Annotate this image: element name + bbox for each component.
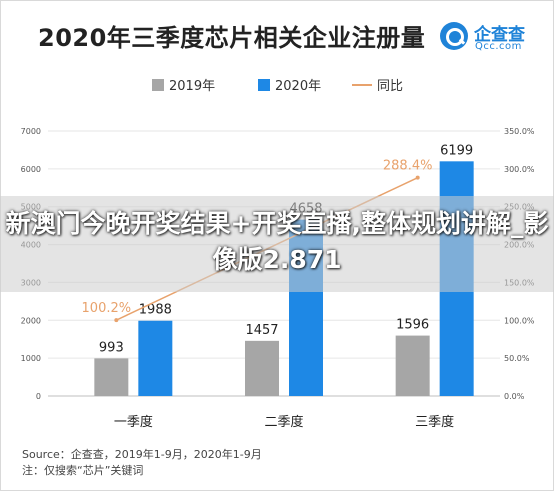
qcc-logo: 企查查 Qcc.com <box>440 18 540 58</box>
y-left-tick-label: 1000 <box>21 354 41 363</box>
logo-sub: Qcc.com <box>475 41 522 52</box>
category-label: 二季度 <box>264 414 303 430</box>
bar-value-label: 1988 <box>139 303 172 318</box>
y-left-tick-label: 0 <box>36 392 41 401</box>
y-right-tick-label: 50.0% <box>504 354 530 363</box>
bar-value-label: 1457 <box>245 323 278 338</box>
y-left-tick-label: 7000 <box>21 127 41 136</box>
source-line: Source：企查查，2019年1-9月，2020年1-9月 <box>22 448 262 461</box>
bar <box>138 320 173 396</box>
watermark-band <box>0 196 554 292</box>
legend-swatch <box>152 79 164 91</box>
bar <box>245 340 279 396</box>
magnifier-icon <box>440 22 468 50</box>
y-left-tick-label: 2000 <box>21 316 41 325</box>
note-line: 注：仅搜索“芯片”关键词 <box>22 464 144 477</box>
y-right-tick-label: 100.0% <box>504 316 535 325</box>
bar-value-label: 1596 <box>396 318 429 333</box>
category-label: 三季度 <box>415 414 454 430</box>
legend-label: 同比 <box>377 79 403 94</box>
legend-swatch <box>258 79 270 91</box>
yoy-label: 100.2% <box>82 301 132 316</box>
legend-label: 2020年 <box>275 79 321 94</box>
y-right-tick-label: 300.0% <box>504 165 535 174</box>
category-label: 一季度 <box>114 414 153 430</box>
watermark-text: 新澳门今晚开奖结果+开奖直播,整体规划讲解_影像版2.871 <box>5 209 549 274</box>
bar-value-label: 993 <box>99 340 124 355</box>
y-left-tick-label: 6000 <box>21 165 41 174</box>
chart-title: 2020年三季度芯片相关企业注册量 <box>38 24 426 52</box>
logo-name: 企查查 <box>474 25 525 45</box>
bar <box>94 358 129 396</box>
y-right-tick-label: 0.0% <box>504 392 525 401</box>
legend-label: 2019年 <box>169 79 215 94</box>
bar <box>395 335 430 396</box>
yoy-label: 288.4% <box>383 159 433 174</box>
y-right-tick-label: 350.0% <box>504 127 535 136</box>
yoy-point <box>114 318 119 323</box>
bar-value-label: 6199 <box>440 143 473 158</box>
yoy-point <box>415 175 420 180</box>
